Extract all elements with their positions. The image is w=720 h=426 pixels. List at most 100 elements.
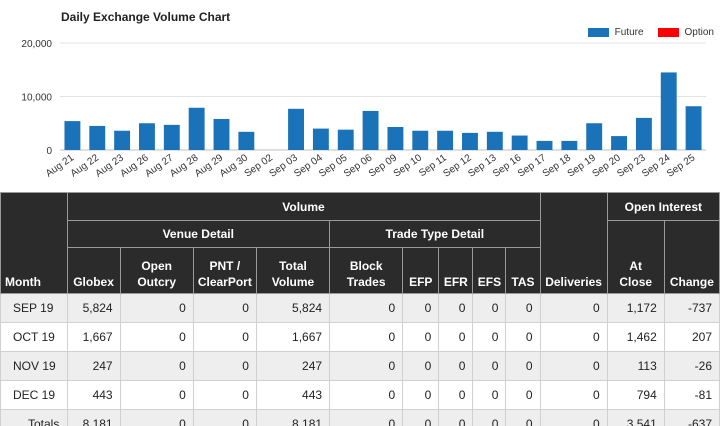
cell-pnt-clearport: 0 [192,409,257,426]
header-deliveries: Deliveries [539,192,608,294]
cell-globex: 8,181 [66,409,121,426]
table-row: OCT 19 1,667 0 0 1,667 0 0 0 0 0 0 1,462… [0,322,720,352]
legend-swatch-option [657,28,679,37]
bar-future [238,131,255,150]
bar-future [139,123,155,150]
cell-globex: 247 [66,351,121,381]
cell-total-volume: 8,181 [255,409,331,426]
cell-tas: 0 [505,351,541,381]
cell-total-volume: 1,667 [255,322,331,352]
header-month: Month [0,192,68,294]
x-tick-label: Sep 10 [392,152,425,179]
legend-item-future[interactable]: Future [587,27,644,38]
cell-pnt-clearport: 0 [192,380,257,410]
legend-swatch-future [587,28,609,37]
bar-future [188,107,205,150]
cell-pnt-clearport: 0 [192,351,257,381]
cell-efp: 0 [402,409,440,426]
bar-future [387,126,404,150]
volume-table: Month Volume Deliveries Open Interest Ve… [0,192,720,426]
header-block-trades: Block Trades [329,247,404,294]
chart-title: Daily Exchange Volume Chart [61,10,231,24]
bar-future [163,124,180,150]
bar-future [89,125,106,150]
header-open-interest: Open Interest [606,192,720,221]
bar-future [635,117,652,150]
cell-change: 207 [663,322,720,352]
cell-open-outcry: 0 [119,351,194,381]
cell-at-close: 1,172 [606,293,665,323]
header-efp: EFP [402,247,440,294]
y-tick-label: 10,000 [21,93,52,104]
cell-block-trades: 0 [329,351,404,381]
header-volume: Volume [66,192,541,221]
cell-at-close: 1,462 [606,322,665,352]
header-total-volume: Total Volume [255,247,331,294]
cell-efs: 0 [472,409,507,426]
cell-at-close: 113 [606,351,665,381]
bar-future [611,136,627,150]
bar-future [412,130,429,150]
y-tick-label: 20,000 [21,39,52,50]
bar-future [337,129,354,150]
bar-future [64,121,81,150]
y-tick-label: 0 [46,146,52,157]
header-open-outcry: Open Outcry [119,247,194,294]
header-change: Change [663,220,720,294]
cell-deliveries: 0 [539,380,608,410]
cell-block-trades: 0 [329,293,404,323]
cell-pnt-clearport: 0 [192,322,257,352]
table-row: DEC 19 443 0 0 443 0 0 0 0 0 0 794 -81 [0,380,720,410]
cell-total-volume: 443 [255,380,331,410]
cell-efr: 0 [438,409,474,426]
header-pnt-clearport: PNT / ClearPort [192,247,257,294]
legend-label-option: Option [684,27,714,38]
header-efr: EFR [438,247,474,294]
bar-future [511,135,528,150]
table-row: SEP 19 5,824 0 0 5,824 0 0 0 0 0 0 1,172… [0,293,720,323]
bar-future [586,123,603,150]
bar-future [561,140,578,150]
bar-future [462,132,478,150]
cell-efp: 0 [402,351,440,381]
cell-block-trades: 0 [329,322,404,352]
table-row: NOV 19 247 0 0 247 0 0 0 0 0 0 113 -26 [0,351,720,381]
cell-efr: 0 [438,322,474,352]
cell-month: DEC 19 [0,380,68,410]
legend-item-option[interactable]: Option [657,27,714,38]
volume-chart: Daily Exchange Volume Chart Future Optio… [0,0,720,192]
bar-future [362,110,379,150]
cell-total-volume: 5,824 [255,293,331,323]
cell-tas: 0 [505,409,541,426]
cell-efp: 0 [402,322,440,352]
cell-month: NOV 19 [0,351,68,381]
cell-totals-label: Totals [0,409,68,426]
cell-total-volume: 247 [255,351,331,381]
cell-deliveries: 0 [539,409,608,426]
cell-open-outcry: 0 [119,322,194,352]
header-efs: EFS [472,247,507,294]
header-trade-type-detail: Trade Type Detail [329,220,541,248]
cell-deliveries: 0 [539,351,608,381]
legend-label-future: Future [614,27,644,38]
bar-future [685,106,702,150]
cell-tas: 0 [505,293,541,323]
bar-future [486,131,503,150]
cell-efs: 0 [472,380,507,410]
cell-efs: 0 [472,351,507,381]
cell-change: -737 [663,293,720,323]
cell-efp: 0 [402,380,440,410]
cell-at-close: 3,541 [606,409,665,426]
cell-month: SEP 19 [0,293,68,323]
header-at-close: At Close [606,220,665,294]
header-tas: TAS [505,247,541,294]
cell-change: -637 [663,409,720,426]
cell-efr: 0 [438,351,474,381]
bar-future [536,140,553,150]
cell-tas: 0 [505,380,541,410]
cell-deliveries: 0 [539,293,608,323]
cell-open-outcry: 0 [119,293,194,323]
cell-block-trades: 0 [329,409,404,426]
header-globex: Globex [66,247,121,294]
